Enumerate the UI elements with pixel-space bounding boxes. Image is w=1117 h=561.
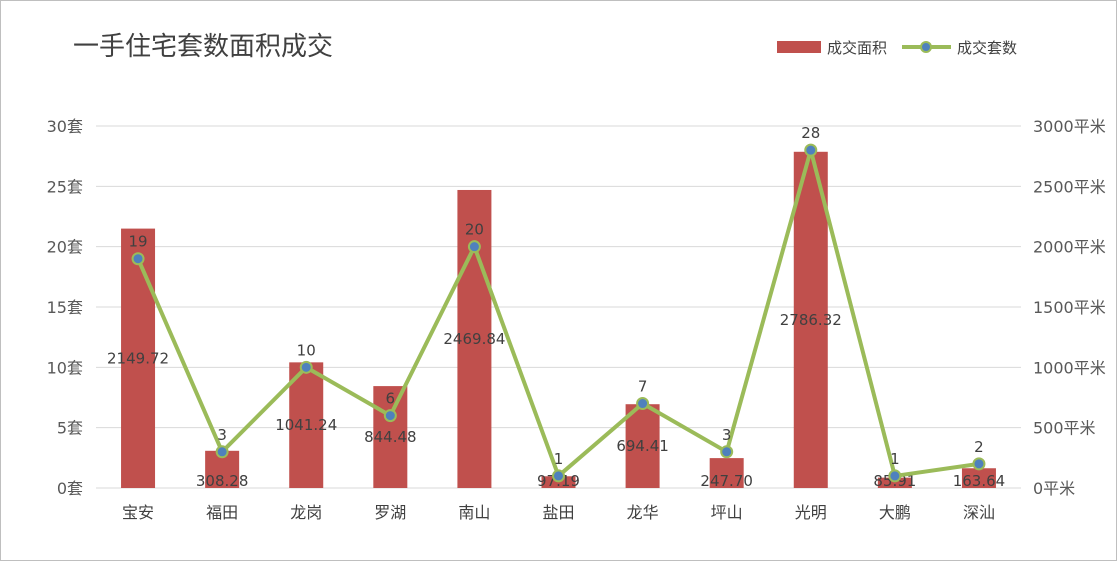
bar — [709, 458, 744, 488]
line-data-label: 1 — [890, 450, 900, 468]
legend-line-marker — [920, 41, 932, 53]
bar — [625, 404, 660, 488]
line-point — [299, 360, 313, 374]
line-point — [552, 469, 565, 483]
right-tick-label: 3000平米 — [1033, 117, 1106, 136]
left-tick-label: 0套 — [57, 479, 83, 498]
line-point — [888, 469, 902, 483]
legend-bar-swatch — [777, 41, 821, 53]
chart-title: 一手住宅套数面积成交 — [73, 32, 333, 62]
right-tick-label: 0平米 — [1033, 479, 1075, 498]
right-tick-label: 1000平米 — [1033, 358, 1106, 377]
line-data-label: 28 — [801, 124, 820, 142]
bar-data-label: 2149.72 — [107, 349, 169, 367]
category-label: 大鹏 — [879, 503, 911, 522]
line-point — [720, 445, 734, 459]
bar — [793, 151, 828, 488]
line-point — [215, 445, 229, 459]
left-tick-label: 25套 — [47, 177, 83, 196]
bar-data-label: 163.64 — [953, 472, 1006, 490]
bar-data-label: 247.70 — [700, 472, 753, 490]
category-label: 罗湖 — [374, 503, 406, 522]
line-point — [131, 252, 145, 266]
category-label: 宝安 — [122, 503, 154, 522]
category-label: 龙岗 — [290, 503, 322, 522]
legend: 成交面积 成交套数 — [777, 39, 1017, 57]
left-tick-label: 5套 — [57, 419, 83, 438]
category-axis: 宝安 福田 龙岗 罗湖 南山 盐田 龙华 坪山 光明 大鹏 深汕 — [122, 503, 995, 522]
left-tick-label: 10套 — [47, 358, 83, 377]
category-label: 福田 — [206, 503, 238, 522]
right-axis: 0平米 500平米 1000平米 1500平米 2000平米 2500平米 3000平米 — [1033, 117, 1106, 498]
line-point — [383, 409, 397, 423]
line-point — [636, 397, 650, 411]
bar-data-label: 1041.24 — [275, 416, 337, 434]
left-tick-label: 20套 — [47, 238, 83, 257]
bar-series: 2149.72308.281041.24844.482469.8497.1969… — [107, 151, 1006, 490]
line-data-label: 19 — [128, 233, 147, 251]
left-tick-label: 15套 — [47, 298, 83, 317]
category-label: 光明 — [795, 503, 827, 522]
right-tick-label: 2500平米 — [1033, 177, 1106, 196]
line-point — [467, 240, 481, 254]
bar — [289, 362, 324, 488]
line-data-label: 20 — [465, 221, 484, 239]
series-line — [136, 148, 980, 478]
legend-line-label: 成交套数 — [957, 39, 1017, 57]
left-axis: 0套 5套 10套 15套 20套 25套 30套 — [47, 117, 83, 498]
line-data-label: 7 — [638, 378, 648, 396]
line-point — [972, 457, 986, 471]
left-tick-label: 30套 — [47, 117, 83, 136]
right-tick-label: 500平米 — [1033, 419, 1096, 438]
legend-bar-label: 成交面积 — [827, 39, 887, 57]
line-data-label: 2 — [974, 438, 984, 456]
gridlines — [96, 125, 1021, 489]
bar — [457, 189, 492, 488]
right-tick-label: 1500平米 — [1033, 298, 1106, 317]
bar — [961, 468, 996, 488]
line-data-label: 3 — [217, 426, 227, 444]
right-tick-label: 2000平米 — [1033, 238, 1106, 257]
bar-data-label: 2469.84 — [443, 330, 505, 348]
category-label: 坪山 — [711, 503, 743, 522]
category-label: 盐田 — [542, 503, 574, 522]
line-data-label: 3 — [722, 426, 732, 444]
bar-data-label: 844.48 — [364, 428, 417, 446]
line-data-label: 1 — [554, 450, 564, 468]
bar — [877, 477, 912, 488]
bar-data-label: 694.41 — [616, 437, 669, 455]
category-label: 深汕 — [963, 503, 995, 522]
bar-data-label: 308.28 — [196, 472, 249, 490]
line-data-label: 10 — [297, 341, 316, 359]
bar-data-label: 2786.32 — [780, 311, 842, 329]
category-label: 龙华 — [627, 503, 659, 522]
line-data-label: 6 — [386, 390, 396, 408]
bar — [121, 228, 156, 488]
line-point — [804, 143, 818, 157]
category-label: 南山 — [458, 503, 490, 522]
bar — [373, 386, 408, 488]
line-series: 19 3 10 6 20 1 7 3 28 1 2 — [128, 124, 986, 483]
